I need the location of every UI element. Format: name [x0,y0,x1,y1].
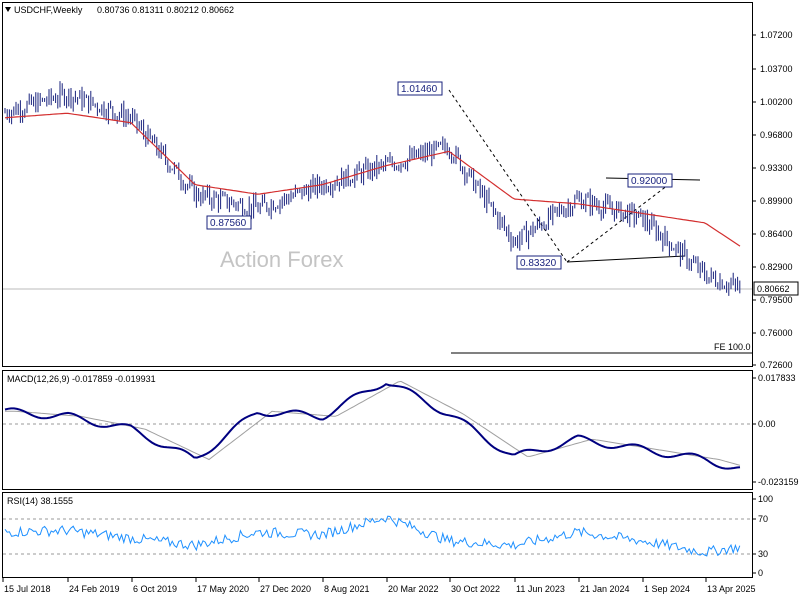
annotation-box [627,173,673,188]
x-tick-label: 30 Oct 2022 [451,584,500,594]
price-annotations: 1.01460 0.87560 0.83320 0.92000 [206,81,673,270]
macd-pane-frame [2,370,753,490]
ohlc-readout: 0.80736 0.81311 0.80212 0.80662 [97,5,234,15]
annotation-box [206,215,252,230]
annotation-box [397,81,443,96]
fe-level-label: FE 100.0 [714,342,751,352]
x-tick-label: 11 Jun 2023 [516,584,565,594]
dropdown-triangle-icon[interactable] [5,7,11,12]
rsi-line [4,515,741,557]
x-tick-label: 21 Jan 2024 [580,584,630,594]
x-tick-label: 20 Mar 2022 [388,584,439,594]
moving-average-line [4,112,741,247]
y-tick-label: 0.79500 [760,295,793,305]
annotation-label: 0.83320 [520,258,557,269]
x-tick-label: 27 Dec 2020 [260,584,311,594]
axes: 1.07200 1.03700 1.00200 0.96800 0.93300 0.899… [2,30,799,594]
rsi-tick-label: 70 [758,514,768,524]
x-tick-label: 8 Aug 2021 [324,584,370,594]
rsi-pane-frame [2,492,753,578]
y-tick-label: 0.82900 [760,262,793,272]
y-tick-label: 0.89900 [760,196,793,206]
macd-signal-line [5,380,741,466]
price-pane-frame [2,2,753,367]
price-candles [4,81,741,296]
x-tick-label: 17 May 2020 [197,584,249,594]
x-tick-label: 13 Apr 2025 [707,584,756,594]
x-tick-label: 6 Oct 2019 [133,584,177,594]
x-tick-label: 1 Sep 2024 [644,584,690,594]
rsi-tick-label: 30 [758,549,768,559]
annotation-label: 0.87560 [210,218,247,229]
y-tick-label: 0.86400 [760,229,793,239]
macd-tick-label: 0.017833 [758,373,796,383]
annotation-label: 1.01460 [401,84,438,95]
projection-line-1 [448,89,568,263]
rsi-tick-label: 0 [758,568,763,578]
y-tick-label: 1.07200 [760,30,793,40]
annotation-label: 0.92000 [631,176,668,187]
channel-lower-line [566,255,686,263]
macd-line [4,383,741,470]
rsi-tick-label: 100 [758,494,773,504]
last-price-label: 0.80662 [757,284,790,294]
x-tick-label: 24 Feb 2019 [69,584,120,594]
macd-tick-label: -0.023159 [758,477,799,487]
rsi-label: RSI(14) 38.1555 [7,496,73,506]
y-tick-label: 0.93300 [760,163,793,173]
y-tick-label: 1.00200 [760,97,793,107]
symbol-label: USDCHF,Weekly [14,5,83,15]
annotation-box [516,255,562,270]
y-tick-label: 0.96800 [760,130,793,140]
trendlines [448,89,752,354]
projection-line-2 [566,181,673,263]
y-tick-label: 0.76000 [760,328,793,338]
macd-tick-label: 0.00 [758,419,776,429]
x-tick-label: 15 Jul 2018 [4,584,51,594]
watermark: Action Forex [220,247,344,272]
last-price-box [753,281,799,296]
macd-label: MACD(12,26,9) -0.017859 -0.019931 [7,374,156,384]
y-tick-label: 1.03700 [760,64,793,74]
y-tick-label: 0.72600 [760,360,793,370]
